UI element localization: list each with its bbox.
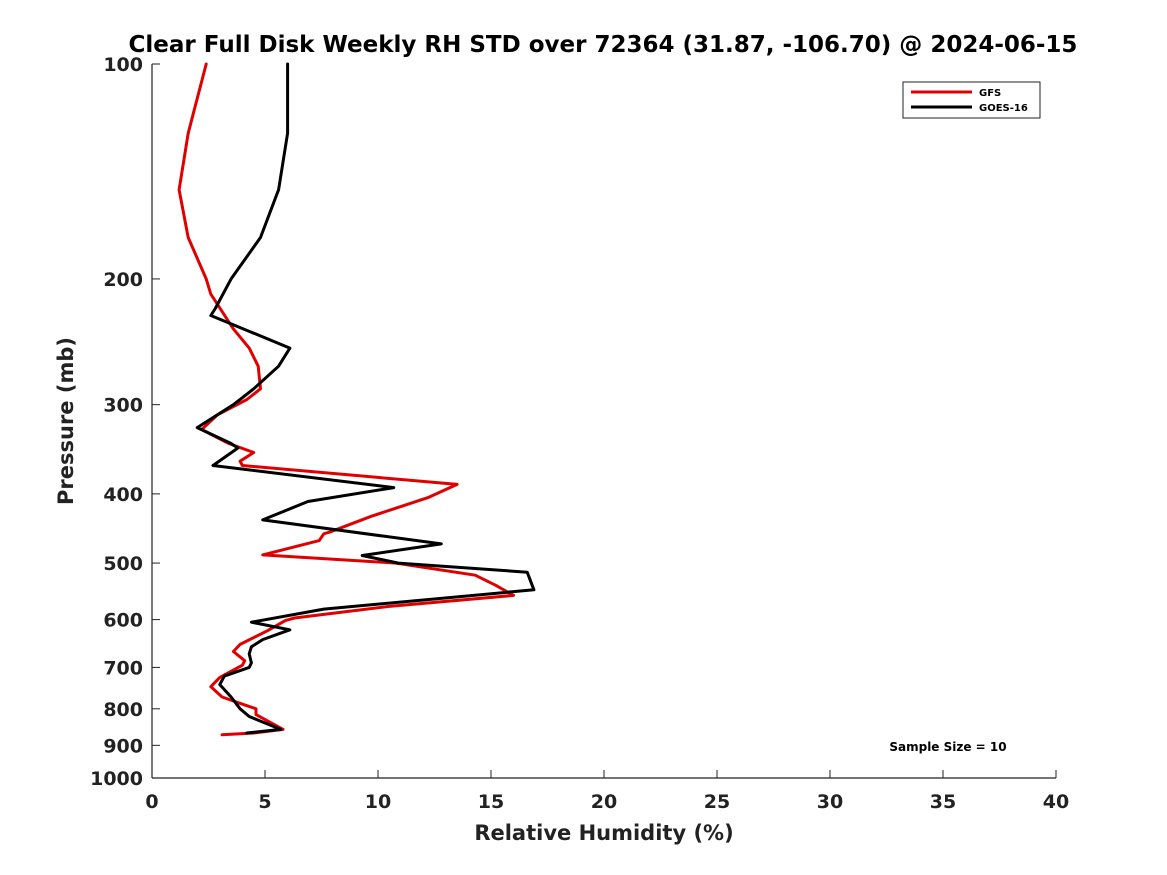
legend-label-goes16: GOES-16: [979, 103, 1028, 114]
x-tick-label: 10: [365, 791, 391, 813]
legend: GFS GOES-16: [902, 81, 1041, 119]
y-axis-label: Pressure (mb): [54, 337, 78, 505]
x-tick-label: 5: [258, 791, 271, 813]
x-axis-label: Relative Humidity (%): [474, 821, 733, 845]
y-tick-label: 1000: [90, 768, 143, 790]
y-tick-label: 400: [103, 484, 143, 506]
x-tick-label: 15: [478, 791, 504, 813]
x-tick-label: 0: [145, 791, 158, 813]
plot-area: [151, 64, 1056, 779]
y-tick-label: 900: [103, 735, 143, 757]
y-tick-label: 500: [103, 553, 143, 575]
legend-box: [902, 81, 1041, 119]
sample-size-annotation: Sample Size = 10: [889, 740, 1006, 754]
y-tick-label: 800: [103, 699, 143, 721]
series-line-goes-16: [195, 62, 536, 735]
x-tick-label: 25: [704, 791, 730, 813]
legend-label-gfs: GFS: [979, 88, 1001, 99]
x-tick-label: 35: [930, 791, 956, 813]
y-axis-ticks: 100 200 300 400 500 600 700 800 900 1000: [90, 54, 160, 790]
y-tick-label: 200: [103, 269, 143, 291]
chart-title: Clear Full Disk Weekly RH STD over 72364…: [129, 32, 1078, 58]
series-group: [177, 62, 536, 737]
x-tick-label: 20: [591, 791, 617, 813]
y-tick-label: 100: [103, 54, 143, 76]
series-line-gfs: [177, 62, 516, 737]
x-tick-label: 30: [817, 791, 843, 813]
y-tick-label: 600: [103, 610, 143, 632]
x-axis-ticks: 0 5 10 15 20 25 30 35 40: [145, 770, 1069, 813]
y-tick-label: 700: [103, 657, 143, 679]
x-tick-label: 40: [1043, 791, 1069, 813]
y-tick-label: 300: [103, 395, 143, 417]
